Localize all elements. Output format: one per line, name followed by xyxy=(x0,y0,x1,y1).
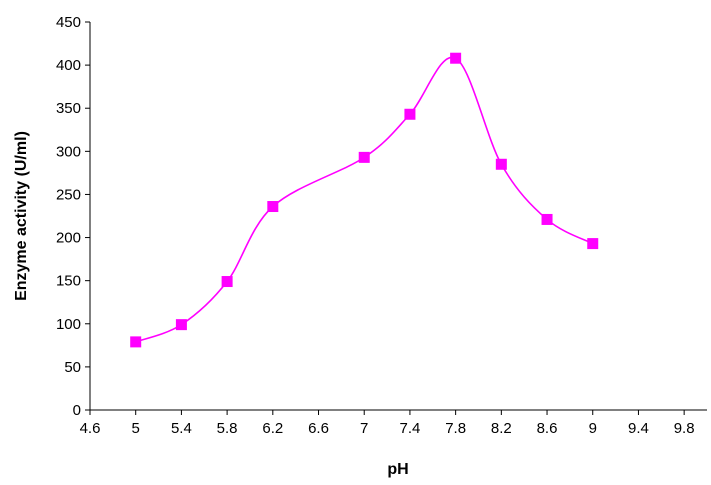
x-tick-label: 8.2 xyxy=(491,420,512,437)
y-axis-title: Enzyme activity (U/ml) xyxy=(13,131,30,301)
y-tick-label: 100 xyxy=(56,316,81,333)
y-tick-label: 0 xyxy=(73,402,81,419)
x-tick-label: 8.6 xyxy=(537,420,558,437)
x-tick-label: 5.8 xyxy=(217,420,238,437)
y-tick-label: 50 xyxy=(64,359,81,376)
y-tick-label: 250 xyxy=(56,186,81,203)
y-tick-label: 350 xyxy=(56,100,81,117)
x-ticks: 4.6 5 5.4 5.8 6.2 6.6 7 7.4 7.8 8.2 8.6 9 9.4 9.8 xyxy=(80,410,695,437)
data-point xyxy=(267,201,279,213)
y-tick-label: 200 xyxy=(56,230,81,247)
data-point xyxy=(404,108,416,120)
x-tick-label: 6.6 xyxy=(308,420,329,437)
data-point xyxy=(495,158,507,170)
x-tick-label: 9.4 xyxy=(628,420,649,437)
x-tick-label: 6.2 xyxy=(262,420,283,437)
series-markers xyxy=(130,52,599,348)
x-tick-label: 9.8 xyxy=(674,420,695,437)
data-point xyxy=(587,238,599,250)
data-point xyxy=(358,151,370,163)
y-tick-label: 450 xyxy=(56,14,81,31)
data-point xyxy=(221,276,233,288)
data-point xyxy=(175,319,187,331)
y-ticks: 0 50 100 150 200 250 300 350 400 450 xyxy=(56,14,90,419)
x-tick-label: 5.4 xyxy=(171,420,192,437)
y-tick-label: 400 xyxy=(56,57,81,74)
x-tick-label: 4.6 xyxy=(80,420,101,437)
x-tick-label: 7 xyxy=(360,420,368,437)
axes xyxy=(89,22,707,411)
x-axis-title: pH xyxy=(387,461,408,478)
x-tick-label: 9 xyxy=(589,420,597,437)
x-tick-label: 7.4 xyxy=(399,420,420,437)
data-point xyxy=(130,336,142,348)
x-tick-label: 7.8 xyxy=(445,420,466,437)
y-tick-label: 300 xyxy=(56,143,81,160)
x-tick-label: 5 xyxy=(132,420,140,437)
data-point xyxy=(541,213,553,225)
series-line xyxy=(135,56,594,343)
data-point xyxy=(450,52,462,64)
y-tick-label: 150 xyxy=(56,273,81,290)
